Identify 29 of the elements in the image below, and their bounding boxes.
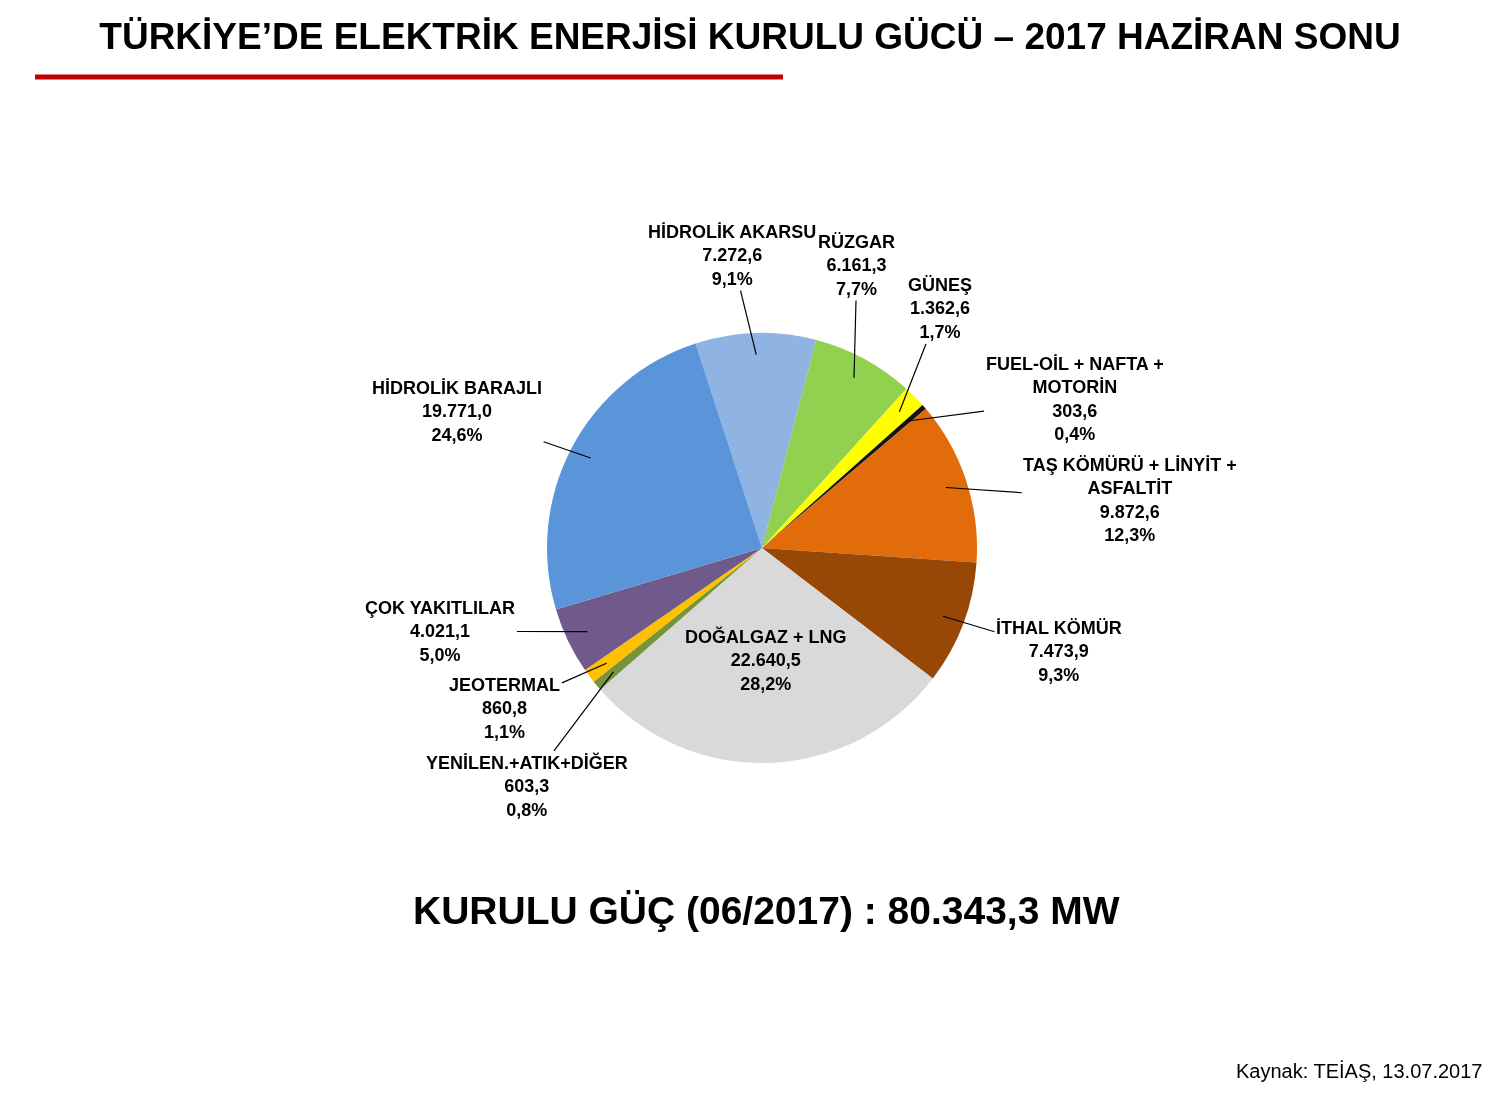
- slice-label: YENİLEN.+ATIK+DİĞER: [426, 752, 628, 773]
- data-label: 22.640,5 28,2%: [730, 650, 801, 694]
- slice-label: İTHAL KÖMÜR: [996, 618, 1122, 638]
- pie-slice: [695, 333, 817, 548]
- data-label: 6.161,3 7,7%: [826, 255, 887, 299]
- text: KURULU GÜÇ (06/2017) : 80.343,3 MW: [413, 889, 1120, 932]
- slice-label: JEOTERMAL: [449, 675, 561, 695]
- slice-label: TAŞ KÖMÜRÜ + LİNYİT + ASFALTİT: [1023, 455, 1237, 499]
- data-label: 19.771,0 24,6%: [421, 401, 493, 445]
- slice-label: RÜZGAR: [818, 232, 895, 252]
- data-label: 9.872,6 12,3%: [1099, 501, 1160, 546]
- slice-label: FUEL-OİL + NAFTA + MOTORİN: [986, 354, 1164, 398]
- data-label: 1.362,6 1,7%: [909, 298, 971, 342]
- data-label: 4.021,1 5,0%: [409, 621, 471, 665]
- pie-slice: [762, 339, 907, 548]
- slice-label: DOĞALGAZ + LNG: [685, 626, 847, 647]
- text: Kaynak: TEİAŞ, 13.07.2017: [1236, 1060, 1483, 1082]
- data-label: 7.473,9 9,3%: [1028, 641, 1089, 685]
- data-label: 603,3 0,8%: [504, 776, 550, 820]
- data-label: 860,8 1,1%: [481, 698, 528, 742]
- data-label: 7.272,6 9,1%: [702, 245, 763, 289]
- data-label: 303,6 0,4%: [1052, 400, 1098, 445]
- slice-label: GÜNEŞ: [908, 275, 973, 295]
- pie-slice: [547, 343, 762, 610]
- slice-label: HİDROLİK BARAJLI: [372, 378, 542, 398]
- slice-label: HİDROLİK AKARSU: [648, 222, 817, 242]
- slice-label: ÇOK YAKITLILAR: [365, 598, 516, 618]
- chart-title: TÜRKİYE’DE ELEKTRİK ENERJİSİ KURULU GÜCÜ – 2017 HAZİRAN SONU: [99, 15, 1401, 57]
- pie-slice: [762, 408, 977, 563]
